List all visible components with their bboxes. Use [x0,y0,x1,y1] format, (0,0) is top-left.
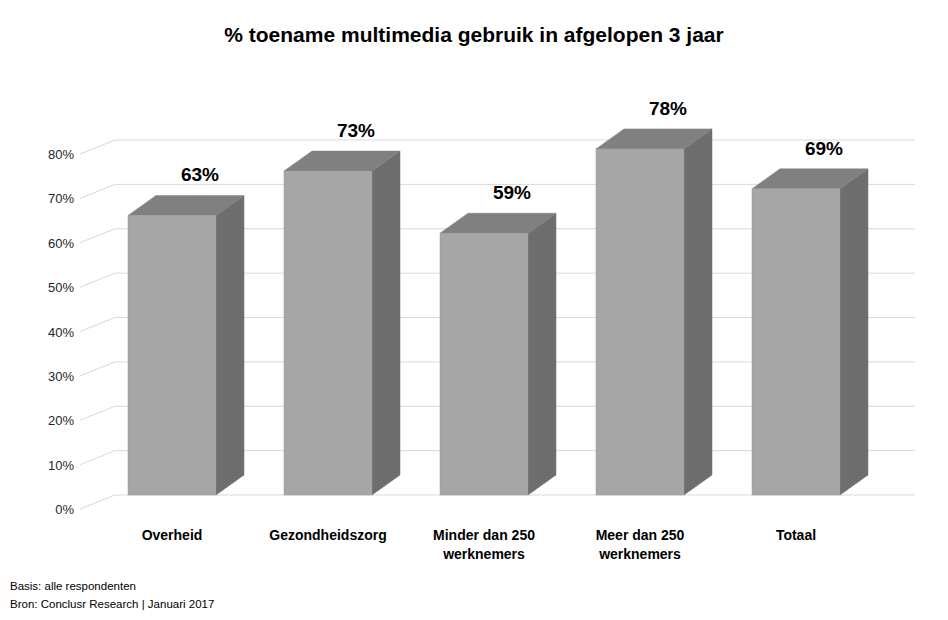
grid [80,140,915,509]
data-label: 78% [649,98,687,119]
bar-top [284,151,400,171]
data-label: 73% [337,120,375,141]
bar-side [528,213,556,495]
bar-top [128,195,244,215]
x-tick-label-line: Meer dan 250 [596,527,685,543]
x-tick-label: Minder dan 250 werknemers [433,527,535,562]
data-label: 59% [493,182,531,203]
bars [128,129,868,495]
y-tick-label: 10% [48,458,74,473]
x-tick-label-line: Overheid [142,527,203,543]
bar-side [216,195,244,495]
y-tick-label: 70% [48,191,74,206]
y-tick-label: 40% [48,325,74,340]
x-tick-label-line: Minder dan 250 [433,527,535,543]
x-tick-label-line: Totaal [776,527,816,543]
bar [440,233,528,495]
x-tick-label: Gezondheidszorg [269,527,386,543]
y-tick-label: 0% [55,502,74,517]
bar-top [596,129,712,149]
grid-line [80,495,915,509]
x-tick-label-line: Gezondheidszorg [269,527,386,543]
y-tick-label: 30% [48,369,74,384]
bar-top [440,213,556,233]
y-tick-label: 60% [48,236,74,251]
chart-container: % toename multimedia gebruik in afgelope… [0,0,948,620]
bar [284,171,372,495]
bar-group [752,169,868,495]
bar-top [752,169,868,189]
grid-line [80,140,915,154]
bar-side [684,129,712,495]
chart-svg: % toename multimedia gebruik in afgelope… [0,0,948,620]
x-tick-label-line: werknemers [598,546,681,562]
bar-group [440,213,556,495]
y-tick-label: 50% [48,280,74,295]
bar [128,215,216,495]
x-tick-label: Overheid [142,527,203,543]
footnote: Basis: alle respondenten [10,580,136,592]
bar-side [840,169,868,495]
data-label: 69% [805,138,843,159]
x-tick-label: Totaal [776,527,816,543]
x-tick-label: Meer dan 250 werknemers [596,527,685,562]
bar-group [284,151,400,495]
data-label: 63% [181,164,219,185]
bar [752,189,840,495]
footnote: Bron: Conclusr Research | Januari 2017 [10,598,214,610]
chart-title: % toename multimedia gebruik in afgelope… [224,23,723,46]
bar-side [372,151,400,495]
x-tick-label-line: werknemers [442,546,525,562]
bar-group [128,195,244,495]
y-tick-label: 20% [48,413,74,428]
y-tick-label: 80% [48,147,74,162]
bar [596,149,684,495]
bar-group [596,129,712,495]
